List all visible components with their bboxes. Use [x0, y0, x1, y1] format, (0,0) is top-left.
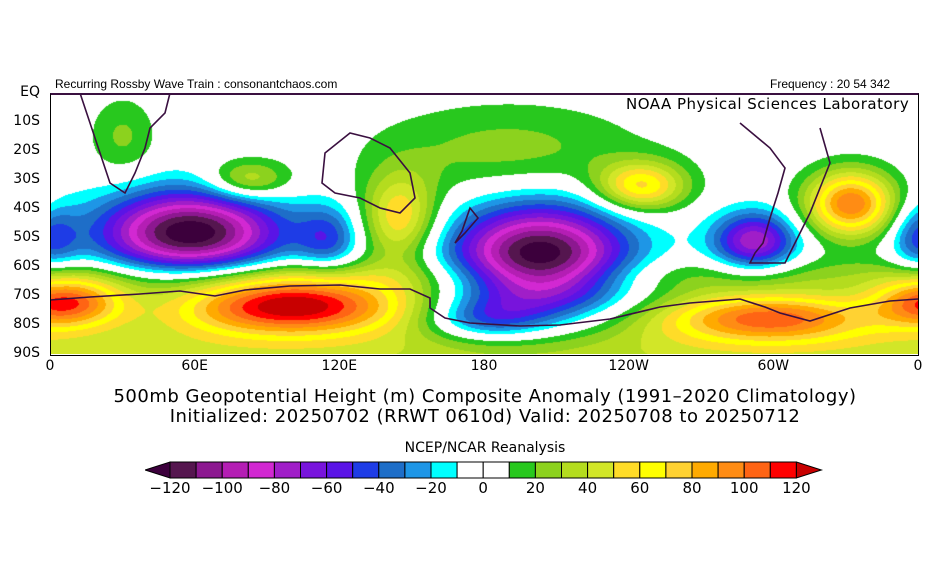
colorbar-swatch — [169, 461, 197, 479]
colorbar-swatch — [691, 461, 719, 479]
header-left-text: Recurring Rossby Wave Train : consonantc… — [55, 77, 338, 91]
colorbar-swatch — [508, 461, 536, 479]
lon-tick-label: 180 — [470, 358, 498, 374]
colorbar-label: NCEP/NCAR Reanalysis — [404, 440, 566, 456]
colorbar-swatch — [326, 461, 354, 479]
colorbar-swatch — [482, 461, 510, 479]
lat-tick-label: 20S — [13, 142, 40, 158]
colorbar-swatch — [273, 461, 301, 479]
colorbar-swatch — [534, 461, 562, 479]
lat-tick-label: 90S — [13, 345, 40, 361]
colorbar-swatch — [456, 461, 484, 479]
australia-coast — [321, 132, 416, 214]
colorbar-swatch — [430, 461, 458, 479]
lon-tick-label: 0 — [45, 358, 55, 374]
lat-tick-label: 80S — [13, 316, 40, 332]
colorbar-tick-label: 100 — [729, 479, 759, 497]
lon-tick-label: 60E — [181, 358, 208, 374]
colorbar-tick-label: −60 — [310, 479, 343, 497]
colorbar-tick-label: 20 — [525, 479, 545, 497]
colorbar-swatch — [221, 461, 249, 479]
colorbar-swatch — [195, 461, 223, 479]
coastlines — [50, 93, 918, 327]
lat-tick-label: EQ — [20, 84, 40, 100]
lab-label: NOAA Physical Sciences Laboratory — [626, 95, 910, 113]
colorbar-swatch — [561, 461, 589, 479]
colorbar-tick-label: −100 — [201, 479, 243, 497]
colorbar-swatch — [665, 461, 693, 479]
colorbar — [145, 461, 824, 479]
colorbar-over-arrow — [795, 461, 824, 479]
colorbar-tick-label: 0 — [478, 479, 488, 497]
lat-tick-label: 10S — [13, 113, 40, 129]
colorbar-swatch — [300, 461, 328, 479]
colorbar-tick-label: 120 — [782, 479, 811, 497]
lat-tick-label: 60S — [13, 258, 40, 274]
colorbar-swatch — [613, 461, 641, 479]
header-frequency: Frequency : 20 54 342 — [770, 77, 891, 91]
lat-tick-label: 30S — [13, 171, 40, 187]
lat-tick-label: 50S — [13, 229, 40, 245]
lat-tick-label: 70S — [13, 287, 40, 303]
map-subtitle: Initialized: 20250702 (RRWT 0610d) Valid… — [169, 406, 801, 427]
colorbar-swatch — [404, 461, 432, 479]
colorbar-swatch — [769, 461, 797, 479]
colorbar-tick-label: −80 — [258, 479, 291, 497]
colorbar-swatch — [247, 461, 275, 479]
colorbar-swatch — [352, 461, 380, 479]
new-zealand-coast — [454, 206, 480, 244]
lon-tick-label: 120W — [608, 358, 649, 374]
anomaly-map — [50, 93, 918, 354]
colorbar-swatch — [639, 461, 667, 479]
antarctica-coast — [50, 284, 918, 327]
colorbar-tick-label: 40 — [578, 479, 598, 497]
map-title: 500mb Geopotential Height (m) Composite … — [113, 386, 857, 407]
south-america-coast — [739, 122, 831, 264]
colorbar-tick-label: 80 — [682, 479, 702, 497]
lon-tick-label: 60W — [757, 358, 790, 374]
lat-tick-label: 40S — [13, 200, 40, 216]
colorbar-tick-label: −120 — [149, 479, 191, 497]
colorbar-swatch — [378, 461, 406, 479]
colorbar-swatch — [743, 461, 771, 479]
colorbar-tick-label: −40 — [362, 479, 395, 497]
africa-coast — [79, 93, 171, 195]
colorbar-tick-label: 60 — [630, 479, 650, 497]
colorbar-tick-label: −20 — [415, 479, 447, 497]
lon-tick-label: 120E — [321, 358, 358, 374]
colorbar-swatch — [717, 461, 745, 479]
colorbar-swatch — [587, 461, 615, 479]
colorbar-under-arrow — [145, 461, 171, 479]
lon-tick-label: 0 — [913, 358, 923, 374]
